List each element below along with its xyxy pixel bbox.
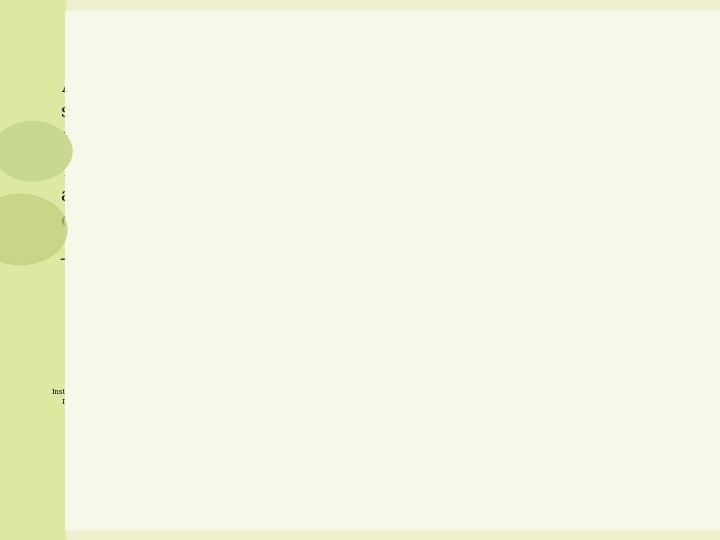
- Text: The calculational flow starting with the identified source type
and ending with : The calculational flow starting with the…: [61, 162, 646, 230]
- Text: Horizontal Jet: Horizontal Jet: [72, 304, 119, 312]
- Text: Vertical
Jet: Vertical Jet: [72, 318, 98, 335]
- Text: (No Steady State): (No Steady State): [104, 364, 161, 370]
- Text: Instantaneous
Spatial Average: Instantaneous Spatial Average: [323, 266, 376, 283]
- Text: Volume-Averaged
Properties: Volume-Averaged Properties: [322, 386, 381, 403]
- Text: Figure 10.   Calculational flow within the SLAB code.: Figure 10. Calculational flow within the…: [217, 508, 422, 515]
- Text: Transient
Puff: Transient Puff: [228, 386, 261, 403]
- Text: Time-Averaged
Concentration: Time-Averaged Concentration: [466, 266, 518, 283]
- Text: Source Type: Source Type: [82, 273, 127, 280]
- Text: Coupled Dispersion
and Thermodynamics: Coupled Dispersion and Thermodynamics: [219, 266, 292, 283]
- Text: 125: 125: [570, 512, 593, 525]
- Text: Plume
Rise: Plume Rise: [157, 319, 178, 336]
- Text: Evaporating Pool: Evaporating Pool: [65, 343, 122, 350]
- Text: Meander and
Puff Effects: Meander and Puff Effects: [454, 314, 499, 331]
- Text: OUTPUT: OUTPUT: [431, 248, 467, 256]
- Text: INITIALIZATION: INITIALIZATION: [71, 248, 139, 256]
- Text: Crosswind-
Averaged
Properties: Crosswind- Averaged Properties: [333, 308, 370, 336]
- Text: A SLAB model simulation can be viewed as occurring in three
sequential phases: i: A SLAB model simulation can be viewed as…: [61, 78, 669, 146]
- Text: Steady
State
Plume: Steady State Plume: [233, 308, 256, 336]
- Text: DISPERSION: DISPERSION: [256, 248, 310, 256]
- Text: Instantaneous or Short
Duration Release: Instantaneous or Short Duration Release: [52, 388, 130, 406]
- Text: CALCULATIONAL FLOW: CALCULATIONAL FLOW: [150, 30, 490, 53]
